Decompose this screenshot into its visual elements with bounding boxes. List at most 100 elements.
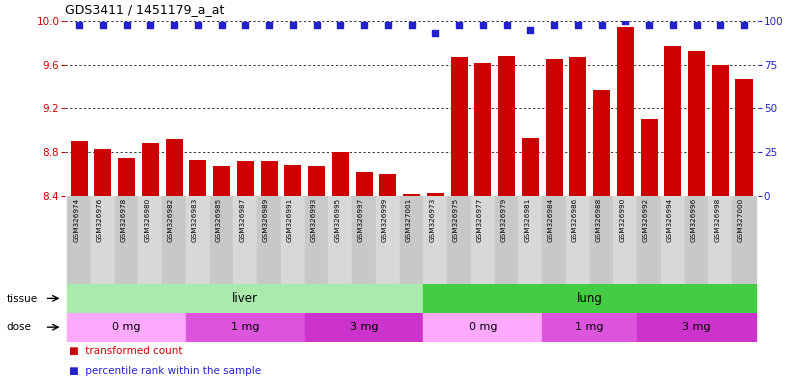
Bar: [114, 196, 139, 284]
Point: [453, 22, 466, 28]
Point: [429, 30, 442, 36]
Text: 3 mg: 3 mg: [350, 322, 379, 333]
Point: [595, 22, 608, 28]
Bar: [736, 79, 753, 196]
Point: [642, 22, 655, 28]
Point: [168, 22, 181, 28]
Point: [619, 18, 632, 24]
Text: liver: liver: [233, 292, 259, 305]
Bar: [593, 90, 610, 196]
Text: GSM326994: GSM326994: [667, 198, 673, 242]
Text: 1 mg: 1 mg: [576, 322, 604, 333]
Text: GSM326974: GSM326974: [73, 198, 79, 242]
Text: GSM326981: GSM326981: [525, 198, 530, 242]
Point: [73, 22, 86, 28]
Bar: [451, 57, 468, 196]
Text: GSM326985: GSM326985: [216, 198, 221, 242]
Text: GSM326992: GSM326992: [643, 198, 649, 242]
Bar: [67, 313, 186, 342]
Text: 1 mg: 1 mg: [231, 322, 260, 333]
Bar: [447, 196, 471, 284]
Bar: [210, 196, 234, 284]
Bar: [423, 196, 447, 284]
Bar: [257, 196, 281, 284]
Text: dose: dose: [6, 322, 32, 333]
Bar: [186, 313, 305, 342]
Text: GSM326979: GSM326979: [500, 198, 507, 242]
Bar: [423, 313, 543, 342]
Text: 3 mg: 3 mg: [682, 322, 710, 333]
Text: GSM327001: GSM327001: [406, 198, 411, 242]
Bar: [142, 143, 159, 196]
Point: [571, 22, 584, 28]
Bar: [94, 149, 111, 196]
Point: [144, 22, 157, 28]
Bar: [234, 196, 257, 284]
Bar: [471, 196, 495, 284]
Text: GSM326990: GSM326990: [620, 198, 625, 242]
Bar: [732, 196, 756, 284]
Bar: [260, 161, 277, 196]
Bar: [305, 313, 423, 342]
Point: [263, 22, 276, 28]
Bar: [709, 196, 732, 284]
Bar: [189, 160, 207, 196]
Bar: [641, 119, 658, 196]
Point: [191, 22, 204, 28]
Bar: [521, 138, 539, 196]
Point: [405, 22, 418, 28]
Text: GDS3411 / 1451179_a_at: GDS3411 / 1451179_a_at: [65, 3, 225, 17]
Text: GSM326991: GSM326991: [287, 198, 293, 242]
Bar: [328, 196, 352, 284]
Bar: [495, 196, 518, 284]
Bar: [67, 284, 423, 313]
Bar: [67, 196, 91, 284]
Point: [286, 22, 299, 28]
Text: lung: lung: [577, 292, 603, 305]
Point: [524, 27, 537, 33]
Text: GSM326986: GSM326986: [572, 198, 577, 242]
Bar: [637, 196, 661, 284]
Text: GSM326997: GSM326997: [358, 198, 364, 242]
Bar: [400, 196, 423, 284]
Bar: [546, 60, 563, 196]
Text: GSM326976: GSM326976: [97, 198, 103, 242]
Bar: [352, 196, 376, 284]
Text: GSM326983: GSM326983: [192, 198, 198, 242]
Bar: [332, 152, 349, 196]
Bar: [165, 139, 182, 196]
Point: [737, 22, 750, 28]
Text: GSM326982: GSM326982: [168, 198, 174, 242]
Text: 0 mg: 0 mg: [113, 322, 141, 333]
Bar: [91, 196, 114, 284]
Text: 0 mg: 0 mg: [469, 322, 497, 333]
Bar: [376, 196, 400, 284]
Bar: [308, 166, 325, 196]
Bar: [71, 141, 88, 196]
Bar: [637, 313, 756, 342]
Text: GSM327000: GSM327000: [738, 198, 744, 242]
Point: [667, 22, 680, 28]
Point: [239, 22, 252, 28]
Text: GSM326996: GSM326996: [690, 198, 697, 242]
Point: [547, 22, 560, 28]
Text: ■  transformed count: ■ transformed count: [69, 346, 182, 356]
Bar: [162, 196, 186, 284]
Text: GSM326999: GSM326999: [382, 198, 388, 242]
Bar: [616, 26, 634, 196]
Text: GSM326973: GSM326973: [429, 198, 436, 242]
Bar: [590, 196, 613, 284]
Text: GSM326984: GSM326984: [548, 198, 554, 242]
Point: [358, 22, 371, 28]
Bar: [569, 57, 586, 196]
Bar: [305, 196, 328, 284]
Point: [714, 22, 727, 28]
Text: GSM326995: GSM326995: [334, 198, 341, 242]
Point: [381, 22, 394, 28]
Bar: [139, 196, 162, 284]
Text: GSM326980: GSM326980: [144, 198, 150, 242]
Text: GSM326989: GSM326989: [263, 198, 269, 242]
Text: tissue: tissue: [6, 293, 37, 304]
Text: GSM326998: GSM326998: [714, 198, 720, 242]
Bar: [664, 46, 681, 196]
